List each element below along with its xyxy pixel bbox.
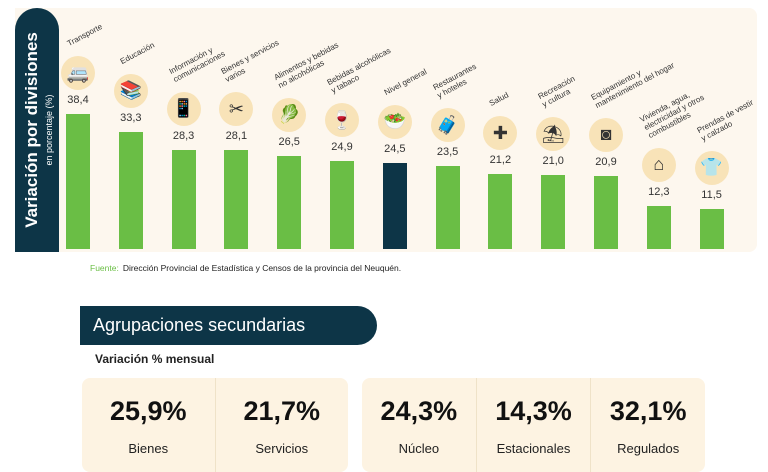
data-label: 24,9 — [331, 141, 353, 154]
luggage-icon: 🧳 — [430, 108, 465, 143]
stat-label: Regulados — [617, 441, 680, 456]
bar — [435, 166, 460, 249]
bar — [382, 162, 407, 249]
data-label: 23,5 — [436, 146, 459, 159]
data-label: 26,5 — [278, 135, 300, 148]
stat-label: Núcleo — [398, 441, 440, 456]
data-label: 12,3 — [648, 185, 670, 198]
stat-card-nucleo: 24,3% Núcleo — [362, 378, 477, 472]
category-label: Restaurantes y hoteles — [431, 62, 478, 101]
stat-label: Estacionales — [496, 441, 571, 456]
bar — [171, 149, 196, 249]
source-text: Dirección Provincial de Estadística y Ce… — [122, 263, 402, 273]
category-label: Salud — [488, 90, 511, 109]
category-label: Recreación y cultura — [536, 74, 577, 110]
stat-card-estacionales: 14,3% Estacionales — [477, 378, 592, 472]
stat-group-categories: 24,3% Núcleo 14,3% Estacionales 32,1% Regul… — [362, 378, 705, 472]
section-subtitle: Variación % mensual — [95, 352, 215, 366]
data-label: 38,4 — [67, 94, 89, 106]
stat-value: 21,7% — [243, 396, 321, 426]
bar — [488, 174, 513, 249]
category-label: Nivel general — [382, 66, 429, 97]
source-note: Fuente: Dirección Provincial de Estadísti… — [90, 263, 401, 273]
stat-label: Bienes — [128, 441, 169, 456]
basket-icon: 🥗 — [377, 104, 412, 139]
category-label: Educación — [118, 40, 156, 66]
health-shield-icon: ✚ — [483, 116, 518, 151]
stat-card-regulados: 32,1% Regulados — [591, 378, 705, 472]
data-label: 28,1 — [225, 130, 248, 143]
category-label: Transporte — [65, 22, 104, 48]
stat-card-servicios: 21,7% Servicios — [216, 378, 349, 472]
bar — [646, 205, 671, 249]
bar — [699, 208, 724, 249]
source-label: Fuente: — [90, 263, 119, 273]
bar — [330, 161, 354, 249]
car-icon: 🚐 — [61, 56, 95, 90]
bar — [66, 114, 90, 249]
books-icon: 📚 — [113, 73, 148, 108]
data-label: 24,5 — [384, 142, 406, 155]
clothes-icon: 👕 — [694, 150, 729, 185]
data-label: 28,3 — [172, 129, 195, 142]
chart-title-pill: Variación por divisiones en porcentaje (… — [15, 8, 59, 252]
stat-value: 14,3% — [495, 396, 572, 426]
phone-icon: 📱 — [166, 91, 201, 126]
grocery-icon: 🥬 — [272, 97, 307, 132]
bar — [277, 155, 302, 249]
data-label: 21,0 — [542, 155, 564, 168]
category-label: Equipamiento y mantenimiento del hogar — [589, 60, 676, 110]
category-label: Información y comunicaciones — [167, 45, 227, 84]
stat-group-goods-services: 25,9% Bienes 21,7% Servicios — [82, 378, 348, 472]
bar — [541, 175, 566, 249]
data-label: 20,9 — [595, 155, 617, 168]
data-label: 21,2 — [489, 154, 512, 167]
bar — [118, 131, 143, 249]
washing-machine-icon: ◙ — [589, 117, 623, 152]
stat-value: 32,1% — [609, 396, 687, 426]
stat-label: Servicios — [255, 441, 309, 456]
beach-umbrella-icon: ⛱ — [536, 117, 571, 152]
data-label: 11,5 — [701, 188, 722, 201]
stat-value: 25,9% — [109, 396, 187, 426]
house-energy-icon: ⌂ — [641, 147, 676, 182]
scissors-card-icon: ✂ — [219, 92, 254, 127]
bar — [594, 175, 618, 249]
stat-value: 24,3% — [380, 396, 458, 426]
stat-card-bienes: 25,9% Bienes — [82, 378, 216, 472]
data-label: 33,3 — [120, 111, 142, 124]
section-title: Agrupaciones secundarias — [80, 306, 377, 345]
wine-icon: 🍷 — [325, 103, 359, 138]
bar — [224, 150, 249, 249]
bar-chart: 38,4 🚐 Transporte 33,3 📚 Educación 28,3 📱 Inform… — [61, 22, 754, 249]
